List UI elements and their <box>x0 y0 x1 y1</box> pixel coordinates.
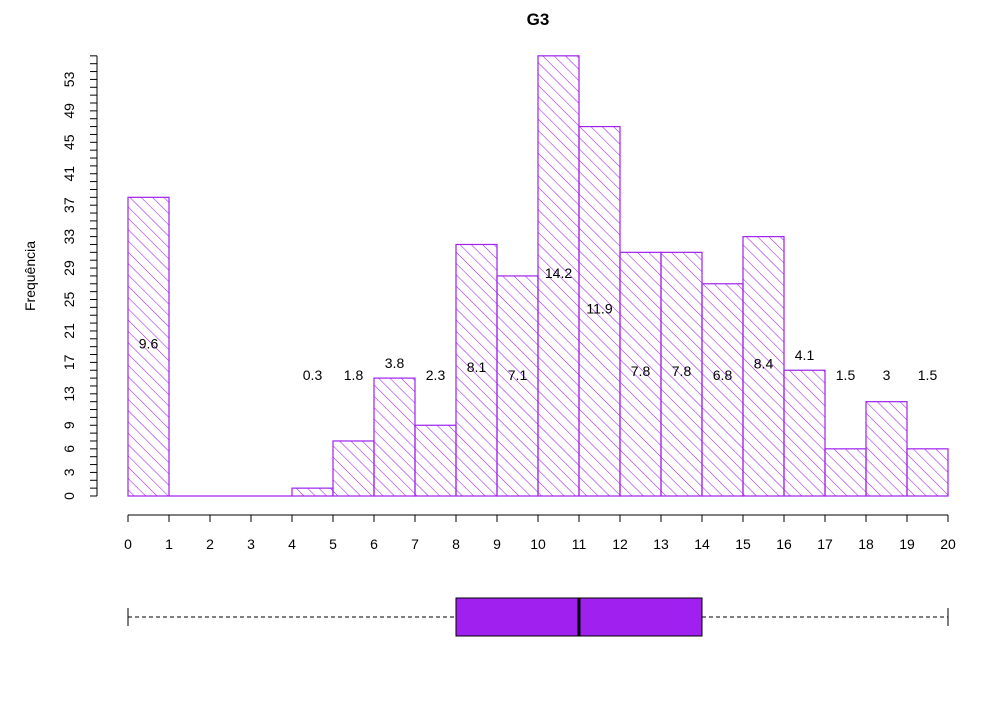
bar-percent-label: 4.1 <box>795 347 815 363</box>
x-tick-label: 9 <box>493 536 501 552</box>
bar-percent-label: 0.3 <box>303 367 323 383</box>
x-tick-label: 20 <box>940 536 956 552</box>
histogram-bar <box>455 243 498 497</box>
x-tick-label: 19 <box>899 536 915 552</box>
x-tick-label: 17 <box>817 536 833 552</box>
histogram-bar <box>783 369 826 497</box>
y-axis: 0 3 6 9 13 17 21 25 29 33 37 41 45 49 53 <box>61 55 98 500</box>
bar-percent-label: 6.8 <box>713 367 733 383</box>
y-tick-label: 9 <box>61 421 77 429</box>
x-tick-label: 13 <box>653 536 669 552</box>
bar-percent-label: 8.4 <box>754 355 774 371</box>
histogram-bar <box>373 377 416 497</box>
y-tick-label: 13 <box>61 386 77 402</box>
bar-percent-label: 1.5 <box>836 367 856 383</box>
y-tick-label: 25 <box>61 292 77 308</box>
x-tick-label: 4 <box>288 536 296 552</box>
y-tick-label: 33 <box>61 229 77 245</box>
bar-percent-label: 1.5 <box>918 367 938 383</box>
y-tick-label: 17 <box>61 354 77 370</box>
y-tick-label: 21 <box>61 323 77 339</box>
bar-percent-label: 3.8 <box>385 355 405 371</box>
x-tick-label: 10 <box>530 536 546 552</box>
histogram-bar <box>127 196 170 497</box>
bar-percent-label: 14.2 <box>545 265 572 281</box>
y-tick-label: 3 <box>61 468 77 476</box>
x-axis: 0 1 2 3 4 5 6 7 8 9 10 11 12 13 14 15 16 17 18 19 20 <box>124 514 956 552</box>
histogram-bar <box>701 283 744 497</box>
bar-percent-label: 2.3 <box>426 367 446 383</box>
y-tick-label: 41 <box>61 166 77 182</box>
histogram-bar <box>660 251 703 497</box>
y-tick-label: 6 <box>61 445 77 453</box>
bar-percent-label: 9.6 <box>139 336 159 352</box>
x-tick-label: 5 <box>329 536 337 552</box>
x-tick-label: 7 <box>411 536 419 552</box>
bar-percent-label: 7.8 <box>672 363 692 379</box>
histogram-bar <box>742 236 785 497</box>
percent-labels-group: 9.6 0.3 1.8 3.8 2.3 8.1 7.1 14.2 11.9 7.8 7.8 6.8 8.… <box>139 265 938 383</box>
histogram-bar <box>619 251 662 497</box>
x-tick-label: 8 <box>452 536 460 552</box>
x-tick-label: 12 <box>612 536 628 552</box>
histogram-bar <box>906 448 949 497</box>
x-tick-label: 2 <box>206 536 214 552</box>
x-tick-label: 1 <box>165 536 173 552</box>
bar-percent-label: 7.8 <box>631 363 651 379</box>
x-tick-label: 6 <box>370 536 378 552</box>
y-tick-label: 45 <box>61 134 77 150</box>
x-tick-label: 18 <box>858 536 874 552</box>
x-tick-label: 0 <box>124 536 132 552</box>
y-tick-label: 0 <box>61 492 77 500</box>
chart-title: G3 <box>527 10 550 29</box>
y-tick-label: 37 <box>61 197 77 213</box>
bars-group <box>127 55 949 497</box>
bar-percent-label: 7.1 <box>508 367 528 383</box>
bar-percent-label: 1.8 <box>344 367 364 383</box>
bar-percent-label: 8.1 <box>467 359 487 375</box>
histogram-bar <box>578 125 621 497</box>
boxplot <box>127 597 949 637</box>
histogram-bar <box>824 448 867 497</box>
histogram-bar <box>414 424 457 497</box>
x-tick-label: 11 <box>572 536 587 552</box>
y-tick-label: 49 <box>61 103 77 119</box>
y-tick-label: 29 <box>61 260 77 276</box>
histogram-bar <box>537 55 580 497</box>
bar-percent-label: 11.9 <box>586 300 612 316</box>
histogram-bar <box>291 487 334 497</box>
y-tick-label: 53 <box>61 71 77 87</box>
x-tick-label: 14 <box>694 536 710 552</box>
x-tick-label: 15 <box>735 536 751 552</box>
bar-percent-label: 3 <box>883 367 891 383</box>
histogram-bar <box>332 440 375 497</box>
y-axis-label: Frequência <box>22 241 38 311</box>
histogram-bar <box>496 275 539 497</box>
x-tick-label: 16 <box>776 536 792 552</box>
x-tick-label: 3 <box>247 536 255 552</box>
histogram-bar <box>865 401 908 497</box>
